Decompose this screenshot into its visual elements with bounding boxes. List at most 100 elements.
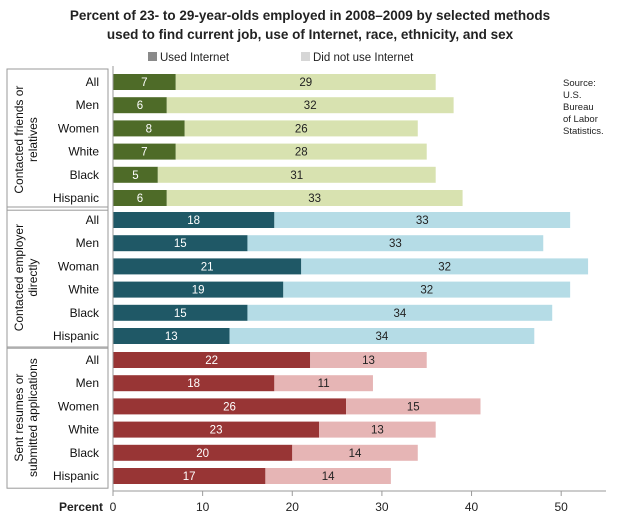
plot-area: Contacted friends or relatives All 7 29 Men 6 3… [6,66,589,491]
bar-did-not-use-internet [346,398,481,415]
data-label-did-not-use-internet: 33 [308,193,321,205]
bar-did-not-use-internet [292,444,418,461]
legend-swatch-used-internet [148,52,157,61]
source-line: Statistics. [563,126,604,137]
chart-title-line-1: Percent of 23- to 29-year-olds employed … [70,8,550,23]
data-label-used-internet: 18 [187,215,200,227]
bar-used-internet [113,143,176,160]
data-label-used-internet: 15 [174,238,187,250]
bar-used-internet [113,304,248,321]
source-line: of Labor [563,114,598,125]
legend-label-used-internet: Used Internet [160,52,230,64]
legend-swatch-did-not-use-internet [301,52,310,61]
data-label-used-internet: 5 [132,170,138,182]
data-label-used-internet: 6 [137,100,143,112]
data-label-used-internet: 7 [141,147,147,159]
bar-did-not-use-internet [184,120,418,137]
data-label-used-internet: 21 [201,261,214,273]
data-label-did-not-use-internet: 26 [295,123,308,135]
category-label: Black [70,168,100,182]
data-label-used-internet: 8 [146,123,152,135]
data-label-used-internet: 26 [223,401,236,413]
category-label: Hispanic [53,469,99,483]
data-label-did-not-use-internet: 34 [393,308,406,320]
data-label-used-internet: 20 [196,448,209,460]
category-label: Women [58,399,99,413]
data-label-did-not-use-internet: 28 [295,147,308,159]
x-tick-label: 30 [375,500,389,514]
source-line: U.S. [563,90,581,101]
data-label-used-internet: 15 [174,308,187,320]
bar-used-internet [113,281,284,298]
bar-did-not-use-internet [247,304,553,321]
bar-used-internet [113,258,302,275]
bar-did-not-use-internet [274,375,373,392]
bar-used-internet [113,190,167,206]
category-label: Men [76,236,99,250]
category-label: White [68,283,99,297]
bar-did-not-use-internet [229,328,535,344]
data-label-used-internet: 13 [165,331,178,343]
group-label-line: Contacted friends or [12,86,26,194]
bar-did-not-use-internet [301,258,589,275]
category-label: All [86,75,99,89]
bar-used-internet [113,74,176,90]
group-box [6,68,109,211]
bar-did-not-use-internet [274,212,571,228]
legend: Used Internet Did not use Internet [148,52,414,64]
group-label-line: submitted applications [26,358,40,477]
category-label: All [86,213,99,227]
x-tick-label: 20 [286,500,300,514]
bar-group: Contacted friends or relatives All 7 29 Men 6 3… [6,68,463,211]
category-label: White [68,423,99,437]
x-axis-label: Percent [59,500,103,514]
data-label-did-not-use-internet: 31 [290,170,303,182]
bar-used-internet [113,468,266,484]
category-label: Hispanic [53,191,99,205]
category-label: Men [76,98,99,112]
bar-did-not-use-internet [166,97,454,114]
source-note: Source: U.S. Bureau of Labor Statistics. [563,78,604,137]
data-label-did-not-use-internet: 32 [438,261,451,273]
category-label: Hispanic [53,329,99,343]
data-label-did-not-use-internet: 32 [304,100,317,112]
bar-used-internet [113,421,320,438]
data-label-used-internet: 19 [192,285,205,297]
bar-used-internet [113,212,275,228]
bar-did-not-use-internet [166,190,463,206]
data-label-used-internet: 17 [183,471,196,483]
bar-used-internet [113,328,230,344]
bar-group: Sent resumes or submitted applications All… [6,346,481,489]
category-label: Woman [58,259,99,273]
bar-group: Contacted employer directly All 18 33 Men 15 33… [6,206,589,349]
data-label-did-not-use-internet: 29 [299,77,312,89]
data-label-did-not-use-internet: 14 [349,448,362,460]
group-label-line: Contacted employer [12,224,26,331]
chart-title-line-2: used to find current job, use of Interne… [107,27,514,42]
bar-did-not-use-internet [283,281,571,298]
data-label-used-internet: 22 [205,355,218,367]
data-label-did-not-use-internet: 13 [371,425,384,437]
group-label-line: Sent resumes or [12,374,26,462]
source-line: Source: [563,78,596,89]
data-label-used-internet: 7 [141,77,147,89]
bar-did-not-use-internet [157,166,436,183]
bar-used-internet [113,97,167,114]
category-label: Men [76,376,99,390]
data-label-did-not-use-internet: 13 [362,355,375,367]
bar-did-not-use-internet [247,235,544,252]
bar-did-not-use-internet [319,421,436,438]
category-label: Women [58,121,99,135]
x-tick-label: 10 [196,500,210,514]
bar-used-internet [113,375,275,392]
bar-used-internet [113,352,311,368]
bar-used-internet [113,120,185,137]
category-label: All [86,353,99,367]
bar-did-not-use-internet [265,468,391,484]
group-label-line: relatives [26,117,40,162]
legend-label-did-not-use-internet: Did not use Internet [313,52,414,64]
category-label: Black [70,446,100,460]
data-label-used-internet: 23 [210,425,223,437]
source-line: Bureau [563,102,594,113]
